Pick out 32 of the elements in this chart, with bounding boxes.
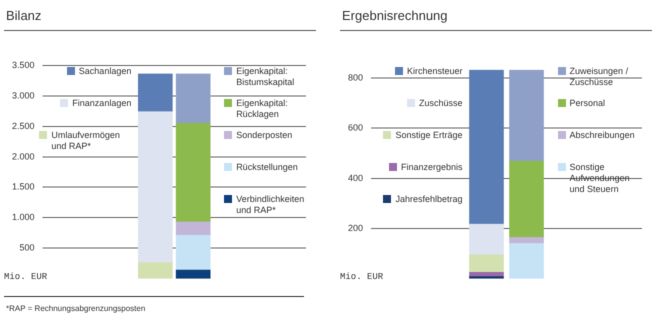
legend-label: Personal: [570, 98, 606, 110]
legend-label: Finanzergebnis: [400, 162, 462, 174]
y-tick-label: 1.000: [12, 212, 35, 222]
y-tick-label: 3.500: [12, 60, 35, 70]
y-tick-label: 600: [348, 122, 364, 133]
legend-label: Jahresfehlbetrag: [395, 194, 462, 206]
legend-label: Eigenkapital: Rücklagen: [236, 98, 289, 120]
y-tick-label: 1.500: [12, 182, 35, 192]
legend-label: Finanzanlagen: [72, 98, 132, 110]
legend-label: Kirchensteuer: [406, 66, 462, 78]
legend-label: Verbindlichkeiten und RAP*: [236, 194, 306, 216]
legend-label: Zuweisungen / Zuschüsse: [570, 66, 630, 88]
y-tick-label: 2.500: [12, 120, 35, 131]
legend-label: Sonstige Erträge: [395, 130, 462, 142]
y-tick-label: 2.000: [12, 151, 35, 162]
y-tick-label: 200: [348, 222, 364, 233]
legend-label: Rückstellungen: [236, 162, 298, 174]
legend-label: Umlaufvermögen und RAP*: [51, 130, 121, 152]
chart-title: Bilanz: [6, 8, 42, 23]
chart-title: Ergebnisrechnung: [342, 8, 448, 23]
y-tick-label: 3.000: [12, 90, 35, 100]
text: *RAP = Rechnungsabgrenzungsposten: [6, 304, 146, 313]
y-tick-label: 800: [348, 72, 364, 82]
y-axis-title: Mio. EUR: [340, 272, 384, 282]
legend-label: Sonderposten: [236, 130, 292, 142]
y-tick-label: 500: [19, 242, 35, 253]
legend-label: Abschreibungen: [570, 130, 635, 142]
y-tick-label: 400: [348, 172, 364, 183]
legend-label: Eigenkapital: Bistumskapital: [236, 66, 296, 88]
legend-label: Sachanlagen: [78, 66, 132, 78]
legend-label: Zuschüsse: [418, 98, 462, 110]
y-axis-title: Mio. EUR: [4, 272, 48, 282]
